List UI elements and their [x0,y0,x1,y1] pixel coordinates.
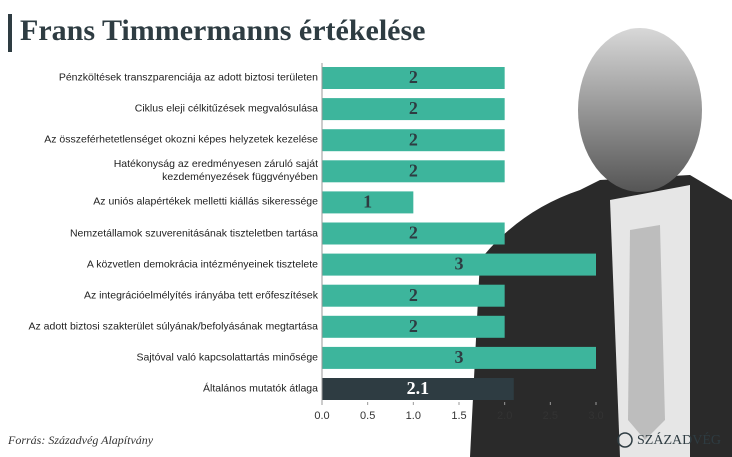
photo [470,28,732,457]
value-label: 2.1 [407,378,430,398]
category-label: Pénzköltések transzparenciája az adott b… [58,71,318,84]
logo: SZÁZADVÉG [637,431,721,448]
category-label: Ciklus eleji célkitűzések megvalósulása [134,102,318,115]
category-label: A közvetlen demokrácia intézményeinek ti… [86,258,318,271]
title-accent [8,14,12,52]
value-label: 2 [409,316,418,336]
bar [322,222,505,245]
bar [322,378,514,400]
category-label: Hatékonyság az eredményesen záruló saját… [113,158,318,184]
bar [322,284,505,307]
bar [322,67,505,89]
bar [322,160,505,183]
category-label: Nemzetállamok szuverenitásának tisztelet… [69,227,318,239]
x-tick-label: 0.5 [360,410,375,422]
x-tick-label: 2.0 [497,410,512,422]
bar [322,346,596,369]
value-label: 3 [455,347,464,367]
value-label: 2 [409,98,418,118]
category-label: Az összeférhetetlenséget okozni képes he… [44,133,318,146]
bar [322,315,505,338]
category-label: Az uniós alapértékek melletti kiállás si… [93,195,318,208]
value-label: 2 [409,160,418,180]
category-label: Az integrációelmélyítés irányába tett er… [83,289,318,302]
value-label: 2 [409,223,418,243]
x-tick-label: 2.5 [543,410,558,422]
category-label: Az adott biztosi szakterület súlyának/be… [28,320,319,333]
bar [322,129,505,152]
x-tick-label: 1.0 [406,410,421,422]
x-tick-label: 1.5 [451,410,466,422]
x-tick-label: 0.0 [314,410,329,422]
value-label: 1 [363,192,372,212]
value-label: 3 [455,254,464,274]
value-label: 2 [409,285,418,305]
chart-title: Frans Timmermanns értékelése [20,14,425,47]
category-label: Sajtóval való kapcsolattartás minősége [136,351,318,364]
value-label: 2 [409,129,418,149]
value-label: 2 [409,67,418,87]
bar [322,253,596,276]
x-tick-label: 3.0 [588,410,603,422]
category-label: Általános mutatók átlaga [203,382,318,395]
logo-mark [617,432,633,448]
source: Forrás: Századvég Alapítvány [7,433,154,447]
bar [322,98,505,121]
bar [322,191,414,214]
